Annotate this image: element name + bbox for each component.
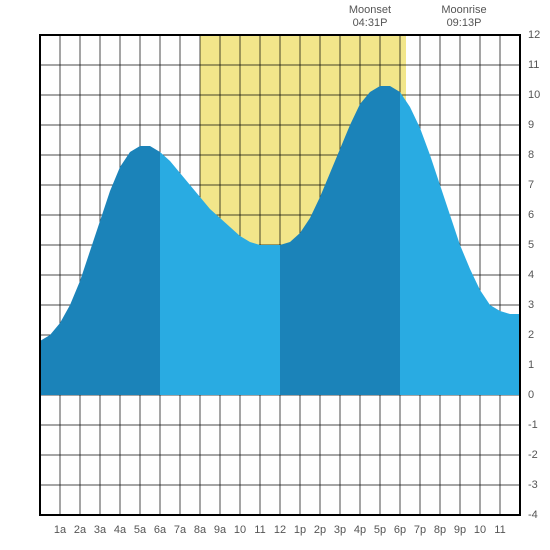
y-tick-label: 8 xyxy=(528,149,550,161)
x-tick-label: 4a xyxy=(114,524,126,536)
y-tick-label: -1 xyxy=(528,419,550,431)
x-tick-label: 7p xyxy=(414,524,426,536)
y-tick-label: 5 xyxy=(528,239,550,251)
x-tick-label: 3p xyxy=(334,524,346,536)
moonset-label: Moonset04:31P xyxy=(346,4,394,30)
x-tick-label: 5p xyxy=(374,524,386,536)
x-tick-label: 12 xyxy=(274,524,286,536)
x-tick-label: 2p xyxy=(314,524,326,536)
x-tick-label: 1a xyxy=(54,524,66,536)
x-tick-label: 8a xyxy=(194,524,206,536)
y-tick-label: -3 xyxy=(528,479,550,491)
x-tick-label: 11 xyxy=(494,524,505,536)
tide-chart: -4-3-2-101234567891011121a2a3a4a5a6a7a8a… xyxy=(0,0,550,550)
x-tick-label: 2a xyxy=(74,524,86,536)
y-tick-label: -2 xyxy=(528,449,550,461)
x-tick-label: 1p xyxy=(294,524,306,536)
x-tick-label: 9a xyxy=(214,524,226,536)
y-tick-label: 2 xyxy=(528,329,550,341)
y-tick-label: 11 xyxy=(528,59,550,71)
x-tick-label: 7a xyxy=(174,524,186,536)
x-tick-label: 11 xyxy=(254,524,265,536)
y-tick-label: -4 xyxy=(528,509,550,521)
x-tick-label: 10 xyxy=(474,524,486,536)
y-tick-label: 4 xyxy=(528,269,550,281)
y-tick-label: 3 xyxy=(528,299,550,311)
x-tick-label: 9p xyxy=(454,524,466,536)
moonrise-label: Moonrise09:13P xyxy=(440,4,488,30)
y-tick-label: 12 xyxy=(528,29,550,41)
y-tick-label: 6 xyxy=(528,209,550,221)
x-tick-label: 6a xyxy=(154,524,166,536)
chart-svg xyxy=(0,0,550,550)
y-tick-label: 1 xyxy=(528,359,550,371)
y-tick-label: 9 xyxy=(528,119,550,131)
x-tick-label: 10 xyxy=(234,524,246,536)
x-tick-label: 3a xyxy=(94,524,106,536)
x-tick-label: 4p xyxy=(354,524,366,536)
y-tick-label: 7 xyxy=(528,179,550,191)
x-tick-label: 5a xyxy=(134,524,146,536)
y-tick-label: 10 xyxy=(528,89,550,101)
x-tick-label: 8p xyxy=(434,524,446,536)
x-tick-label: 6p xyxy=(394,524,406,536)
y-tick-label: 0 xyxy=(528,389,550,401)
